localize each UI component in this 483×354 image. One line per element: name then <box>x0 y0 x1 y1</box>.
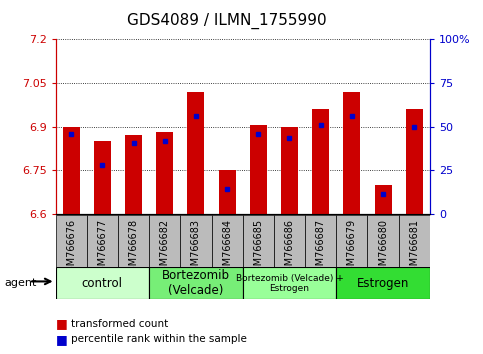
Text: GSM766680: GSM766680 <box>378 219 388 278</box>
Bar <box>312 109 329 214</box>
Bar <box>149 215 180 267</box>
Bar <box>305 215 336 267</box>
Text: percentile rank within the sample: percentile rank within the sample <box>71 334 247 344</box>
Text: GSM766679: GSM766679 <box>347 219 357 278</box>
Bar <box>343 92 360 214</box>
Text: GSM766681: GSM766681 <box>409 219 419 278</box>
Text: GSM766683: GSM766683 <box>191 219 201 278</box>
Bar <box>94 141 111 214</box>
Bar <box>125 135 142 214</box>
Bar <box>242 215 274 267</box>
Bar <box>118 215 149 267</box>
Bar <box>56 267 149 299</box>
Bar <box>336 215 368 267</box>
Bar <box>406 109 423 214</box>
Bar <box>336 267 430 299</box>
Bar <box>149 267 242 299</box>
Text: Bortezomib
(Velcade): Bortezomib (Velcade) <box>162 269 230 297</box>
Text: GSM766682: GSM766682 <box>160 219 170 278</box>
Text: ■: ■ <box>56 333 67 346</box>
Text: transformed count: transformed count <box>71 319 169 329</box>
Bar <box>274 215 305 267</box>
Bar <box>63 126 80 214</box>
Text: GSM766686: GSM766686 <box>284 219 295 278</box>
Bar <box>180 215 212 267</box>
Bar <box>218 170 236 214</box>
Bar <box>242 267 336 299</box>
Bar <box>156 132 173 214</box>
Bar <box>398 215 430 267</box>
Bar <box>250 125 267 214</box>
Bar <box>212 215 242 267</box>
Bar <box>281 126 298 214</box>
Text: GSM766676: GSM766676 <box>66 219 76 278</box>
Text: GSM766684: GSM766684 <box>222 219 232 278</box>
Text: agent: agent <box>5 278 37 288</box>
Text: control: control <box>82 277 123 290</box>
Bar <box>87 215 118 267</box>
Text: GSM766687: GSM766687 <box>316 219 326 278</box>
Text: Estrogen: Estrogen <box>357 277 409 290</box>
Bar <box>374 185 392 214</box>
Text: GSM766685: GSM766685 <box>253 219 263 278</box>
Text: GSM766677: GSM766677 <box>98 219 107 278</box>
Bar <box>56 215 87 267</box>
Bar <box>368 215 398 267</box>
Text: GDS4089 / ILMN_1755990: GDS4089 / ILMN_1755990 <box>127 12 327 29</box>
Text: ■: ■ <box>56 318 67 330</box>
Text: Bortezomib (Velcade) +
Estrogen: Bortezomib (Velcade) + Estrogen <box>236 274 343 293</box>
Bar <box>187 92 204 214</box>
Text: GSM766678: GSM766678 <box>128 219 139 278</box>
